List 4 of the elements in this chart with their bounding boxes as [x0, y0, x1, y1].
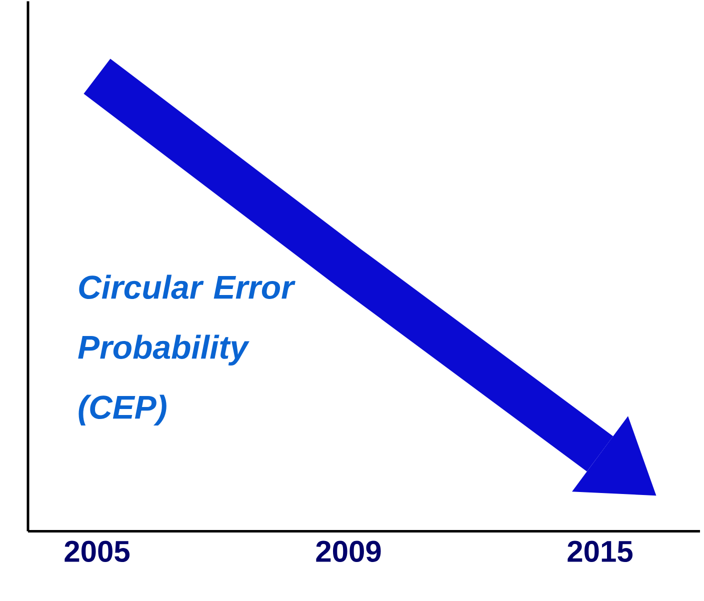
x-tick-label: 2005 — [64, 540, 130, 562]
x-tick-label: 2015 — [568, 540, 633, 562]
x-tick-label: 2009 — [316, 540, 381, 562]
y-axis-title: Circular Error Probability (CEP) — [78, 274, 296, 426]
